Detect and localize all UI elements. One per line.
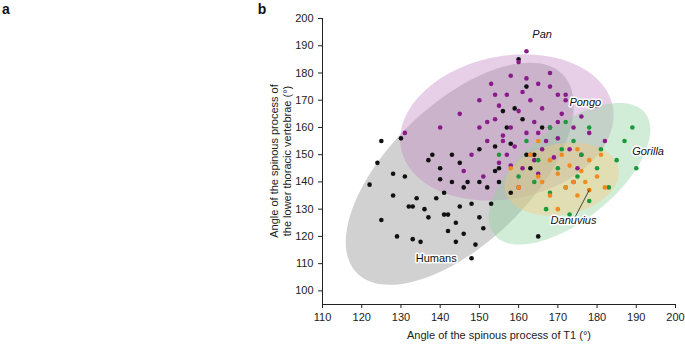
svg-text:a: a [2,1,10,17]
svg-text:160: 160 [509,311,527,323]
svg-text:180: 180 [588,311,606,323]
svg-text:100: 100 [295,284,313,296]
svg-text:Angle of the spinous process o: Angle of the spinous process ofthe lower… [268,83,293,237]
svg-text:110: 110 [296,257,314,269]
svg-text:190: 190 [627,311,645,323]
svg-text:150: 150 [470,311,488,323]
svg-text:130: 130 [392,311,410,323]
svg-text:Pan: Pan [532,28,552,40]
svg-text:Gorilla: Gorilla [632,145,664,157]
svg-text:Danuvius: Danuvius [551,214,597,226]
svg-text:b: b [258,1,267,17]
svg-text:200: 200 [666,311,684,323]
svg-text:140: 140 [431,311,449,323]
svg-text:160: 160 [295,121,313,133]
svg-text:110: 110 [314,311,332,323]
svg-text:120: 120 [353,311,371,323]
svg-text:180: 180 [295,66,313,78]
svg-text:190: 190 [295,39,313,51]
svg-text:120: 120 [295,230,313,242]
svg-text:170: 170 [295,94,313,106]
svg-text:200: 200 [295,12,313,24]
svg-text:Humans: Humans [416,252,457,264]
svg-text:Pongo: Pongo [569,96,601,108]
svg-text:Angle of the spinous process o: Angle of the spinous process of T1 (°) [407,329,591,341]
svg-text:130: 130 [295,203,313,215]
svg-text:140: 140 [295,175,313,187]
svg-text:150: 150 [295,148,313,160]
svg-text:170: 170 [549,311,567,323]
